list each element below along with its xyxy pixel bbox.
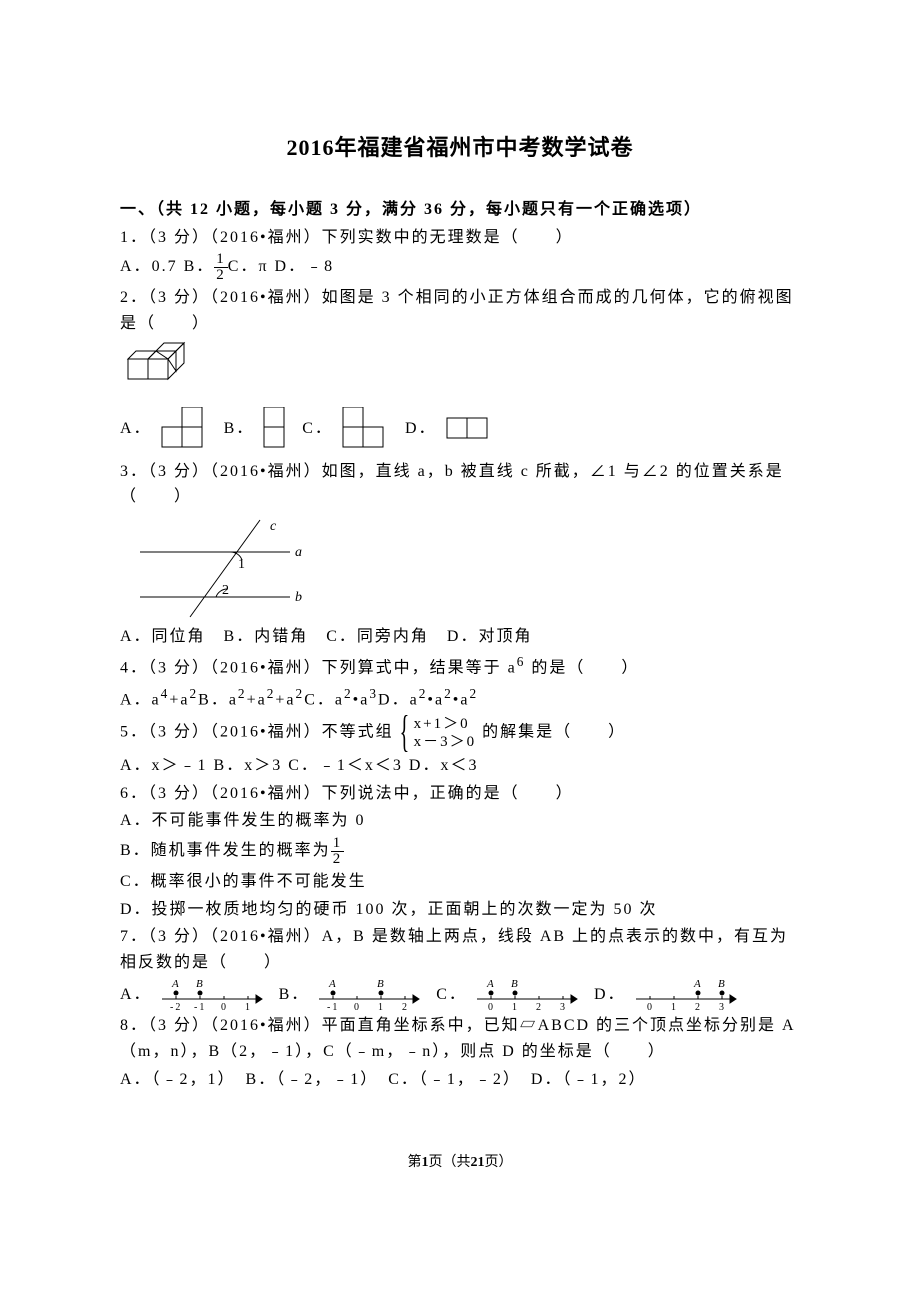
- svg-text:3: 3: [719, 1002, 726, 1011]
- q1-stem: 1．（3 分）（2016•福州）下列实数中的无理数是（ ）: [120, 225, 800, 251]
- svg-text:3: 3: [560, 1002, 567, 1011]
- q1-options: A．0.7 B．12C．π D．﹣8: [120, 252, 800, 283]
- q2-solid-figure: [120, 339, 800, 389]
- q3-options: A．同位角 B．内错角 C．同旁内角 D．对顶角: [120, 624, 800, 650]
- q3-figure: c a b 1 2: [120, 512, 800, 622]
- footer-mid: 页（共: [429, 1155, 471, 1170]
- svg-text:c: c: [270, 519, 277, 534]
- svg-text:1: 1: [671, 1002, 678, 1011]
- svg-text:1: 1: [378, 1002, 385, 1011]
- svg-text:0: 0: [354, 1002, 361, 1011]
- q6-opt-a: A．不可能事件发生的概率为 0: [120, 808, 800, 834]
- svg-text:A: A: [693, 978, 703, 990]
- page-footer: 第1页（共21页）: [120, 1152, 800, 1174]
- brace-system: x+1＞0 x－3＞0: [400, 715, 477, 751]
- numline-b-icon: A B -1 0 1 2: [315, 977, 430, 1011]
- q4-options: A．a4+a2B．a2+a2+a2C．a2•a3D．a2•a2•a2: [120, 683, 800, 713]
- svg-text:B: B: [377, 978, 386, 990]
- svg-text:2: 2: [695, 1002, 702, 1011]
- footer-post: 页）: [485, 1155, 513, 1170]
- q7-stem: 7．（3 分）（2016•福州）A，B 是数轴上两点，线段 AB 上的点表示的数…: [120, 924, 800, 975]
- q6-b-pre: B．随机事件发生的概率为: [120, 842, 331, 859]
- page-title: 2016年福建省福州市中考数学试卷: [120, 130, 800, 165]
- q8-stem: 8．（3 分）（2016•福州）平面直角坐标系中，已知▱ABCD 的三个顶点坐标…: [120, 1013, 800, 1064]
- q4-stem-pre: 4．（3 分）（2016•福州）下列算式中，结果等于 a: [120, 660, 517, 677]
- svg-text:0: 0: [488, 1002, 495, 1011]
- q7-options: A． AB -2-101 B． AB -1012 C．: [120, 977, 800, 1011]
- footer-pre: 第: [408, 1155, 422, 1170]
- q2-options: A． B． C． D．: [120, 407, 800, 451]
- q2-opt-c-icon: [339, 407, 399, 451]
- q4-stem: 4．（3 分）（2016•福州）下列算式中，结果等于 a6 的是（ ）: [120, 651, 800, 681]
- q5-stem: 5．（3 分）（2016•福州）不等式组 x+1＞0 x－3＞0 的解集是（ ）: [120, 715, 800, 751]
- svg-text:-1: -1: [194, 1002, 206, 1011]
- q1-opt-a: 0.7: [152, 259, 178, 276]
- svg-text:-2: -2: [170, 1002, 182, 1011]
- svg-text:A: A: [486, 978, 496, 990]
- section-header: 一、（共 12 小题，每小题 3 分，满分 36 分，每小题只有一个正确选项）: [120, 197, 800, 223]
- q6-stem: 6．（3 分）（2016•福州）下列说法中，正确的是（ ）: [120, 781, 800, 807]
- q6-opt-c: C．概率很小的事件不可能发生: [120, 869, 800, 895]
- svg-text:a: a: [295, 545, 302, 560]
- exam-page: 2016年福建省福州市中考数学试卷 一、（共 12 小题，每小题 3 分，满分 …: [0, 0, 920, 1235]
- fraction-1-2: 12: [214, 252, 228, 283]
- q8-options: A．（﹣2，1） B．（﹣2，﹣1） C．（﹣1，﹣2） D．（﹣1，2）: [120, 1067, 800, 1093]
- svg-text:2: 2: [536, 1002, 543, 1011]
- svg-text:1: 1: [245, 1002, 252, 1011]
- footer-total-pages: 21: [471, 1155, 485, 1170]
- q6-opt-b: B．随机事件发生的概率为12: [120, 836, 800, 867]
- q2-opt-b-icon: [260, 407, 296, 451]
- q2-stem: 2．（3 分）（2016•福州）如图是 3 个相同的小正方体组合而成的几何体，它…: [120, 285, 800, 336]
- footer-current-page: 1: [422, 1155, 429, 1170]
- q3-stem: 3．（3 分）（2016•福州）如图，直线 a，b 被直线 c 所截，∠1 与∠…: [120, 459, 800, 510]
- numline-d-icon: A B 0 1 2 3: [632, 977, 747, 1011]
- q5-stem-pre: 5．（3 分）（2016•福州）不等式组: [120, 724, 394, 741]
- svg-text:B: B: [196, 978, 205, 990]
- q6-opt-d: D．投掷一枚质地均匀的硬币 100 次，正面朝上的次数一定为 50 次: [120, 897, 800, 923]
- q5-stem-post: 的解集是（ ）: [482, 724, 626, 741]
- svg-text:2: 2: [222, 583, 229, 598]
- numline-c-icon: A B 0 1 2 3: [473, 977, 588, 1011]
- svg-text:A: A: [328, 978, 338, 990]
- numline-a-icon: A B -2 -1 0 1: [158, 977, 273, 1011]
- svg-text:0: 0: [221, 1002, 228, 1011]
- svg-text:2: 2: [402, 1002, 409, 1011]
- q5-row1: x+1＞0: [414, 715, 477, 733]
- q2-opt-a-icon: [158, 407, 218, 451]
- svg-text:b: b: [295, 590, 302, 605]
- svg-text:A: A: [171, 978, 181, 990]
- svg-text:B: B: [718, 978, 727, 990]
- cube-3d-icon: [120, 339, 190, 389]
- svg-text:1: 1: [512, 1002, 519, 1011]
- q4-stem-tail: 的是（ ）: [525, 660, 639, 677]
- q2-opt-d-icon: [443, 414, 495, 444]
- q5-options: A．x＞﹣1 B．x＞3 C．﹣1＜x＜3 D．x＜3: [120, 753, 800, 779]
- svg-text:0: 0: [647, 1002, 654, 1011]
- q5-row2: x－3＞0: [414, 733, 477, 751]
- svg-text:-1: -1: [327, 1002, 339, 1011]
- transversal-icon: c a b 1 2: [120, 512, 310, 622]
- svg-text:B: B: [511, 978, 520, 990]
- fraction-1-2-b: 12: [331, 836, 345, 867]
- q1-opt-c: π: [258, 259, 268, 276]
- q1-opt-d: ﹣8: [306, 259, 334, 276]
